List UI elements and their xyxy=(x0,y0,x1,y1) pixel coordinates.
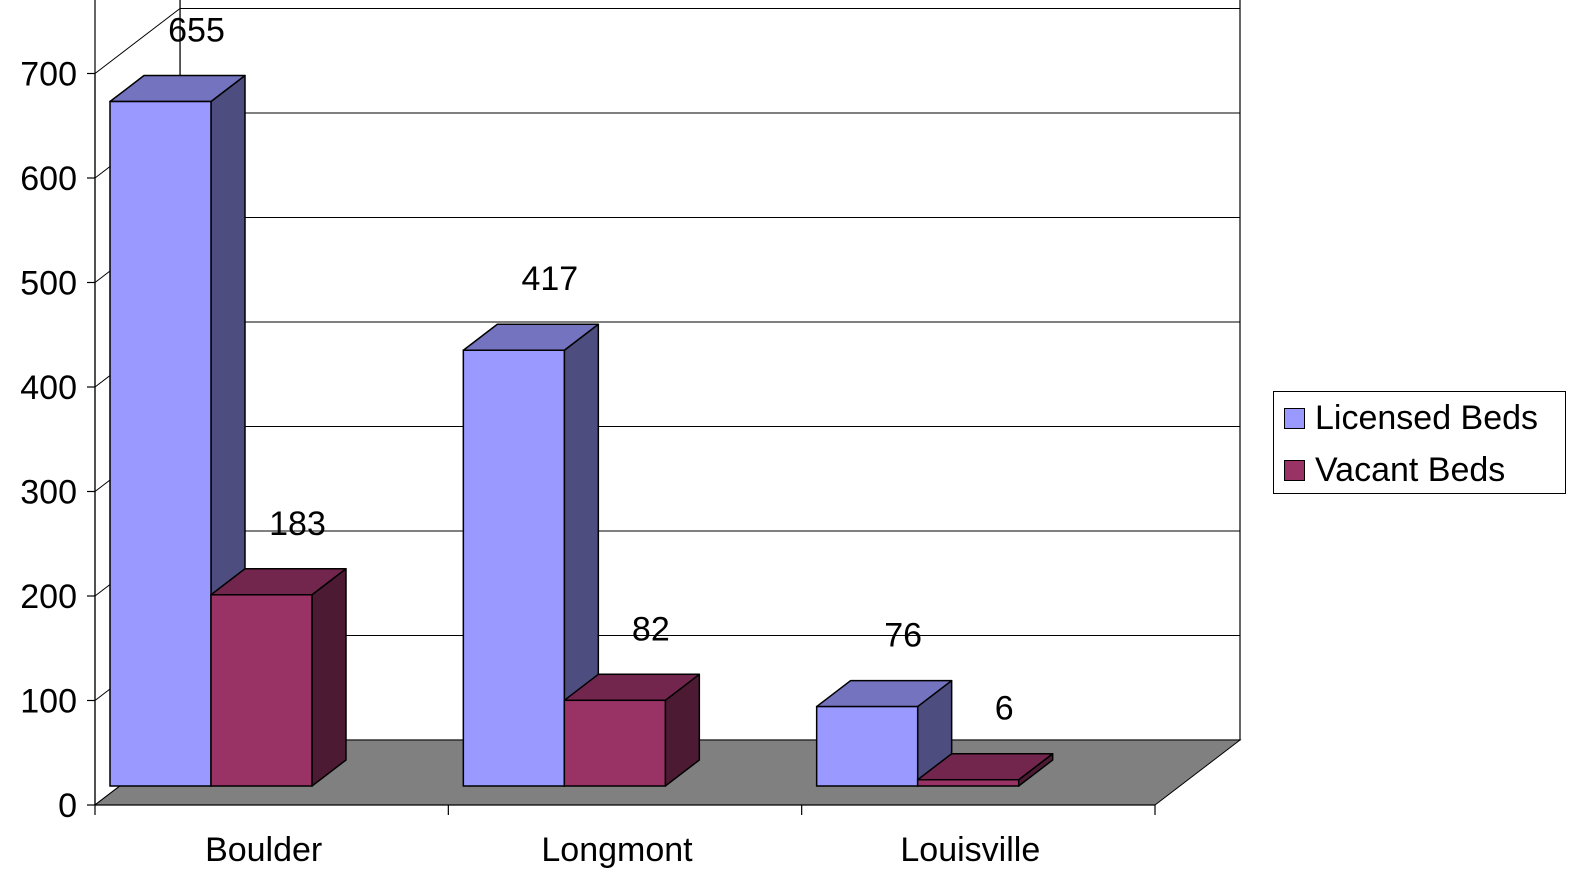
legend: Licensed Beds Vacant Beds xyxy=(1273,391,1566,494)
bar-side-face xyxy=(311,568,347,787)
y-tick-label: 0 xyxy=(58,787,77,825)
bar-front-face xyxy=(563,699,667,787)
y-tick-label: 600 xyxy=(20,160,77,198)
data-label: 6 xyxy=(995,690,1014,728)
bar-boulder-vacant-beds xyxy=(210,568,347,787)
data-labels: 655 183 417 82 76 6 xyxy=(168,12,1013,728)
x-tick-label: Longmont xyxy=(541,831,693,869)
axes: 0 100 200 300 400 500 600 700 Boulder Longmont Lou… xyxy=(20,56,1156,869)
y-tick-label: 300 xyxy=(20,474,77,512)
bar-front-face xyxy=(916,778,1020,787)
bars xyxy=(109,74,1054,787)
bar-front-face xyxy=(210,594,313,787)
data-label: 417 xyxy=(521,260,578,298)
y-tick-label: 500 xyxy=(20,265,77,303)
data-label: 82 xyxy=(632,610,670,648)
bar-longmont-licensed-beds xyxy=(462,323,600,787)
legend-label-vacant-beds: Vacant Beds xyxy=(1315,450,1506,489)
bar-louisville-vacant-beds xyxy=(916,752,1054,787)
gridline-side xyxy=(94,8,181,74)
legend-label-licensed-beds: Licensed Beds xyxy=(1315,398,1539,437)
data-label: 183 xyxy=(269,505,326,543)
bar-front-face xyxy=(109,100,212,787)
legend-item-vacant-beds: Vacant Beds xyxy=(1284,450,1505,490)
bar-front-face xyxy=(462,349,566,787)
x-tick-label: Louisville xyxy=(900,831,1040,869)
data-label: 655 xyxy=(168,12,225,50)
data-label: 76 xyxy=(884,617,922,655)
legend-swatch-licensed-beds xyxy=(1284,407,1305,429)
y-tick-label: 400 xyxy=(20,369,77,407)
bar-longmont-vacant-beds xyxy=(563,673,701,787)
y-tick-label: 100 xyxy=(20,683,77,721)
y-tick-label: 200 xyxy=(20,578,77,616)
legend-swatch-vacant-beds xyxy=(1284,459,1305,481)
legend-item-licensed-beds: Licensed Beds xyxy=(1284,398,1538,438)
back-wall xyxy=(179,0,1241,741)
x-tick-label: Boulder xyxy=(205,831,322,869)
y-tick-label: 700 xyxy=(20,56,77,94)
bar-front-face xyxy=(815,705,919,787)
